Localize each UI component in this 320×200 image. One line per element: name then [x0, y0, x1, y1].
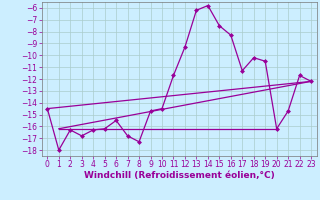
X-axis label: Windchill (Refroidissement éolien,°C): Windchill (Refroidissement éolien,°C) [84, 171, 275, 180]
